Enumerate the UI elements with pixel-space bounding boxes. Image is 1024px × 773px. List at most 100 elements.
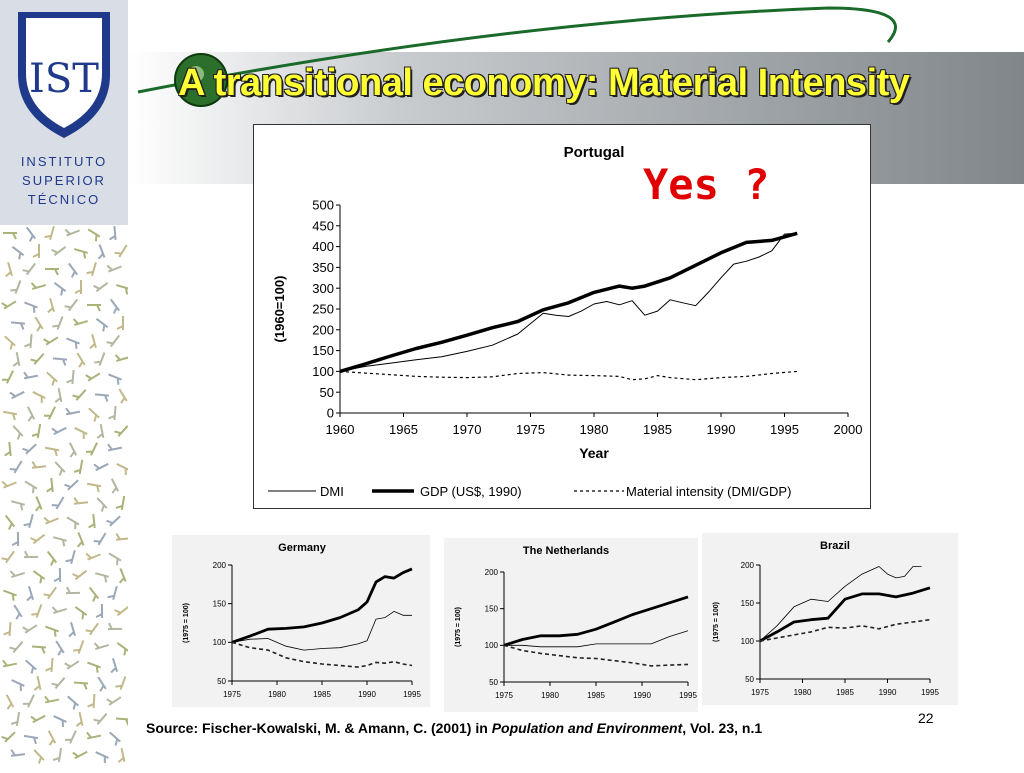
pattern-glyph: [33, 244, 39, 258]
pattern-glyph: [74, 683, 88, 690]
pattern-glyph: [3, 442, 10, 457]
pattern-glyph: [72, 607, 87, 620]
pattern-glyph: [9, 458, 21, 473]
y-tick-label: 150: [485, 604, 499, 613]
pattern-glyph: [114, 422, 128, 436]
y-axis-label: (1975 = 100): [183, 603, 190, 643]
pattern-glyph: [44, 225, 54, 240]
pattern-glyph: [23, 370, 38, 379]
pattern-glyph: [51, 641, 64, 656]
y-tick-label: 100: [312, 364, 334, 379]
pattern-glyph: [87, 514, 94, 529]
pattern-glyph: [9, 247, 24, 260]
pattern-glyph: [24, 551, 38, 557]
y-tick-label: 50: [320, 385, 334, 400]
pattern-glyph: [72, 566, 87, 579]
x-axis-label: Year: [579, 445, 609, 461]
pattern-glyph: [64, 263, 77, 278]
pattern-glyph: [85, 549, 100, 560]
pattern-glyph: [106, 332, 119, 347]
x-tick-label: 1980: [541, 691, 559, 700]
pattern-glyph: [74, 712, 83, 727]
pattern-glyph: [9, 426, 23, 440]
x-tick-label: 1985: [643, 422, 672, 437]
pattern-glyph: [24, 334, 31, 348]
pattern-glyph: [64, 517, 79, 529]
pattern-glyph: [31, 460, 46, 467]
x-tick-label: 1975: [516, 422, 545, 437]
pattern-glyph: [1, 695, 13, 710]
pattern-glyph: [106, 512, 120, 526]
pattern-glyph: [22, 440, 36, 454]
pattern-glyph: [93, 278, 108, 291]
pattern-glyph: [43, 584, 56, 599]
pattern-glyph: [22, 260, 35, 275]
pattern-glyph: [116, 748, 125, 763]
pattern-glyph: [11, 322, 25, 329]
pattern-glyph: [72, 428, 87, 440]
pattern-glyph: [2, 658, 17, 667]
pattern-glyph: [9, 386, 24, 398]
y-tick-label: 50: [489, 678, 498, 687]
pattern-glyph: [65, 728, 76, 743]
x-tick-label: 1995: [921, 688, 939, 697]
pattern-glyph: [72, 746, 87, 758]
pattern-glyph: [73, 496, 88, 503]
pattern-glyph: [51, 716, 66, 727]
pattern-glyph: [115, 674, 125, 689]
pattern-glyph: [1, 548, 14, 563]
x-tick-label: 2000: [834, 422, 863, 437]
pattern-glyph: [108, 623, 122, 629]
pattern-glyph: [106, 299, 119, 314]
pattern-glyph: [30, 350, 44, 364]
pattern-glyph: [32, 423, 40, 438]
y-tick-label: 150: [741, 599, 755, 608]
legend-label: GDP (US$, 1990): [420, 484, 522, 499]
pattern-glyph: [51, 422, 66, 434]
y-tick-label: 50: [745, 675, 754, 684]
pattern-glyph: [22, 227, 35, 242]
pattern-glyph: [4, 622, 11, 636]
pattern-glyph: [46, 658, 53, 672]
pattern-glyph: [51, 283, 66, 296]
series-line-thick-0: [504, 597, 688, 645]
pattern-glyph: [9, 605, 22, 620]
pattern-glyph: [32, 647, 46, 654]
source-prefix: Source: Fischer-Kowalski, M. & Amann, C.…: [146, 720, 492, 736]
x-tick-label: 1980: [794, 688, 812, 697]
pattern-glyph: [45, 478, 52, 493]
logo-panel: IST INSTITUTO SUPERIOR TÉCNICO: [0, 0, 128, 225]
yes-annotation: Yes ?: [643, 160, 769, 209]
x-tick-label: 1980: [268, 690, 286, 699]
y-tick-label: 200: [741, 561, 755, 570]
pattern-glyph: [11, 352, 20, 367]
pattern-glyph: [93, 752, 108, 763]
pattern-glyph: [64, 656, 79, 669]
y-axis-label: (1975 = 100): [713, 602, 720, 642]
pattern-glyph: [64, 696, 79, 710]
pattern-glyph: [94, 350, 105, 365]
pattern-glyph: [64, 443, 76, 458]
chart-title: The Netherlands: [523, 545, 609, 557]
source-journal: Population and Environment: [492, 720, 683, 736]
x-tick-label: 1985: [836, 688, 854, 697]
pattern-glyph: [11, 711, 19, 726]
pattern-glyph: [115, 569, 126, 584]
y-tick-label: 200: [213, 561, 227, 570]
series-line-dashed-2: [232, 642, 412, 667]
pattern-glyph: [87, 305, 101, 311]
x-tick-label: 1990: [879, 688, 897, 697]
pattern-glyph: [12, 532, 18, 546]
pattern-glyph: [88, 694, 95, 708]
y-tick-label: 150: [213, 599, 227, 608]
series-line-thick-1: [760, 588, 930, 641]
x-tick-label: 1975: [495, 691, 513, 700]
y-tick-label: 450: [312, 218, 334, 233]
pattern-glyph: [85, 408, 99, 422]
pattern-glyph: [85, 620, 98, 635]
pattern-glyph: [23, 736, 38, 744]
